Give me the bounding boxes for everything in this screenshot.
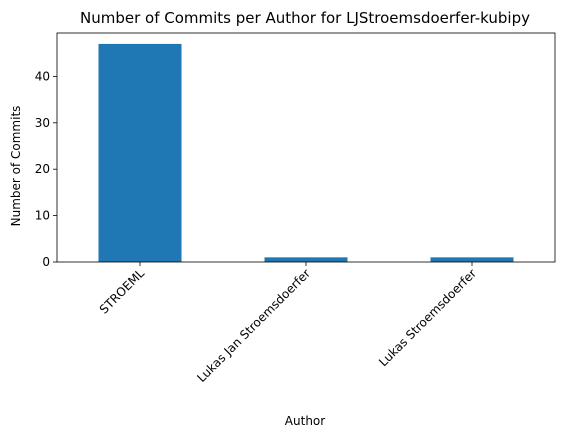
plot-area: 0 10 20 30 40 STROEML Lukas Jan Stroemsdoerfer…	[35, 32, 556, 385]
chart-title: Number of Commits per Author for LJStroe…	[80, 9, 530, 27]
bar-1	[264, 257, 348, 262]
y-tick-label-0: 0	[42, 255, 50, 269]
y-tick-label-4: 40	[35, 69, 50, 83]
y-axis-label: Number of Commits	[9, 106, 23, 227]
x-axis-label: Author	[285, 414, 325, 428]
x-tick-label-2: Lukas Stroemsdoerfer	[376, 266, 479, 369]
y-tick-label-1: 10	[35, 209, 50, 223]
x-tick-label-0: STROEML	[97, 266, 148, 317]
y-tick-label-2: 20	[35, 162, 50, 176]
bar-0	[98, 43, 182, 263]
x-tick-label-1: Lukas Jan Stroemsdoerfer	[194, 266, 313, 385]
bar-2	[430, 257, 514, 262]
y-tick-label-3: 30	[35, 116, 50, 130]
